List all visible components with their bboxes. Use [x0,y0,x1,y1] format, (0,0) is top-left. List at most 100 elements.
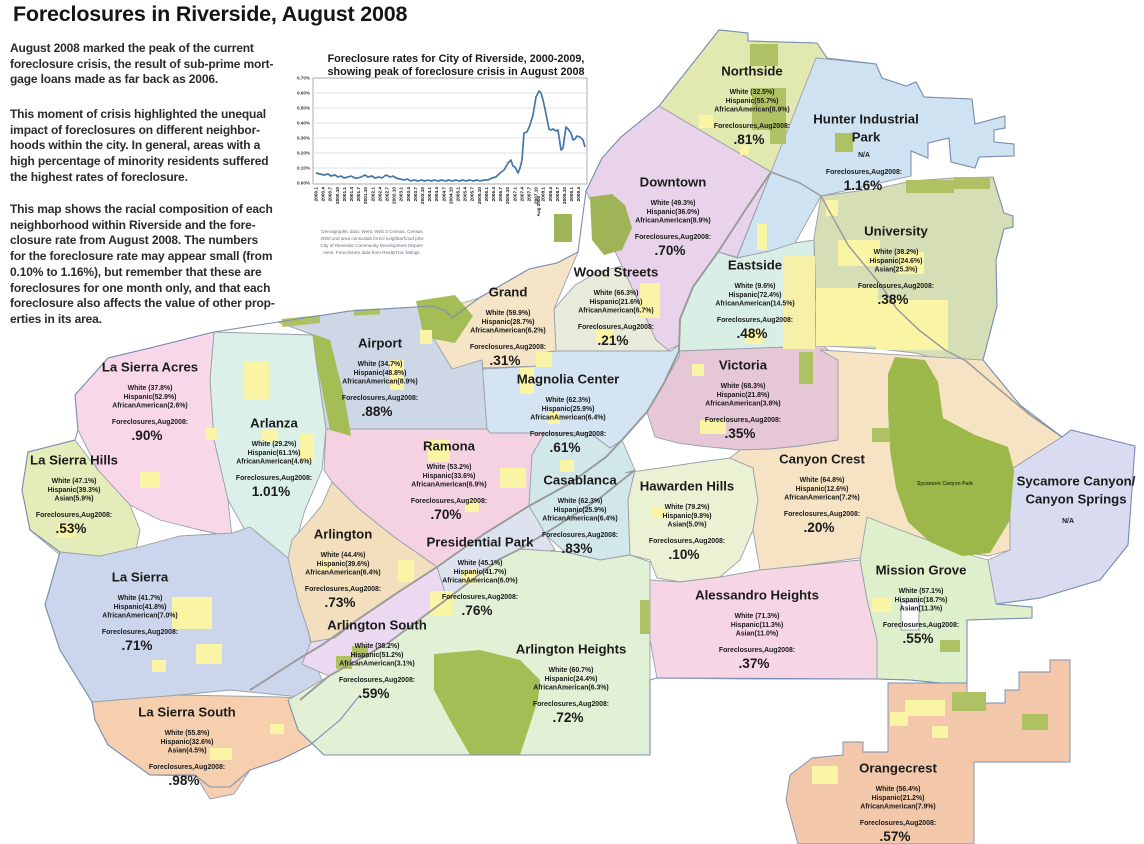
svg-text:Foreclosures,Aug2008:: Foreclosures,Aug2008: [149,764,225,771]
svg-text:2002.7: 2002.7 [385,187,390,202]
svg-text:2006.7: 2006.7 [498,187,503,202]
svg-text:Arlanza: Arlanza [250,416,298,431]
svg-text:White (66.3%): White (66.3%) [594,290,639,297]
svg-text:AfricanAmerican(6.7%): AfricanAmerican(6.7%) [578,308,653,315]
svg-text:Hispanic(51.2%): Hispanic(51.2%) [351,652,404,659]
svg-text:Foreclosure rates for City of: Foreclosure rates for City of Riverside,… [328,53,585,65]
svg-text:Hispanic(55.7%): Hispanic(55.7%) [726,98,779,105]
svg-text:Asian(11.0%): Asian(11.0%) [736,631,779,638]
svg-text:City of Riverside Community De: City of Riverside Community Development … [321,243,424,248]
svg-text:White (37.8%): White (37.8%) [128,385,173,392]
svg-text:Foreclosures,Aug2008:: Foreclosures,Aug2008: [112,419,188,426]
svg-text:White (55.8%): White (55.8%) [165,730,210,737]
svg-text:White (62.3%): White (62.3%) [558,498,603,505]
svg-text:Asian(5.9%): Asian(5.9%) [54,496,93,503]
svg-text:Hispanic(21.6%): Hispanic(21.6%) [590,299,643,306]
svg-text:Foreclosures,Aug2008:: Foreclosures,Aug2008: [339,677,415,684]
svg-text:White (49.3%): White (49.3%) [651,200,696,207]
svg-text:La Sierra South: La Sierra South [138,705,235,720]
svg-text:Mission Grove: Mission Grove [876,563,967,578]
svg-text:Hispanic(18.7%): Hispanic(18.7%) [895,597,948,604]
svg-text:White (32.5%): White (32.5%) [730,89,775,96]
svg-text:AfricanAmerican(3.1%): AfricanAmerican(3.1%) [339,661,414,668]
svg-text:.53%: .53% [56,521,87,536]
svg-text:Hispanic(41.7%): Hispanic(41.7%) [454,569,507,576]
svg-text:Hispanic(32.6%): Hispanic(32.6%) [161,739,214,746]
svg-text:Foreclosures,Aug2008:: Foreclosures,Aug2008: [649,538,725,545]
svg-text:Foreclosures,Aug2008:: Foreclosures,Aug2008: [826,169,902,176]
svg-text:White (41.7%): White (41.7%) [118,595,163,602]
svg-text:White (44.4%): White (44.4%) [321,552,366,559]
svg-text:N/A: N/A [858,152,870,159]
svg-text:Hispanic(24.6%): Hispanic(24.6%) [870,258,923,265]
svg-text:Hawarden Hills: Hawarden Hills [640,479,735,494]
svg-text:Hispanic(52.9%): Hispanic(52.9%) [124,394,177,401]
svg-text:2007.1: 2007.1 [512,187,517,202]
svg-text:2000.4: 2000.4 [321,187,326,202]
svg-text:.21%: .21% [598,333,629,348]
svg-text:Foreclosures,Aug2008:: Foreclosures,Aug2008: [530,431,606,438]
svg-text:Foreclosures,Aug2008:: Foreclosures,Aug2008: [442,594,518,601]
svg-text:1.16%: 1.16% [844,178,883,193]
svg-text:2000.1: 2000.1 [314,187,319,202]
svg-text:N/A: N/A [1062,518,1074,525]
svg-text:Canyon Crest: Canyon Crest [779,452,865,467]
svg-text:Hispanic(9.8%): Hispanic(9.8%) [662,513,711,520]
svg-text:Canyon Springs: Canyon Springs [1025,492,1126,507]
svg-text:AfricanAmerican(6.4%): AfricanAmerican(6.4%) [542,516,617,523]
svg-text:Foreclosures,Aug2008:: Foreclosures,Aug2008: [784,511,860,518]
svg-text:.71%: .71% [122,638,153,653]
svg-text:.81%: .81% [734,132,765,147]
svg-text:.57%: .57% [880,829,911,844]
svg-text:.20%: .20% [804,520,835,535]
svg-text:Foreclosures,Aug2008:: Foreclosures,Aug2008: [578,324,654,331]
svg-text:White (45.1%): White (45.1%) [458,560,503,567]
svg-text:2006.4: 2006.4 [491,187,496,202]
svg-text:0.40%: 0.40% [297,121,310,126]
svg-text:White (53.2%): White (53.2%) [427,464,472,471]
svg-text:Casablanca: Casablanca [543,473,617,488]
svg-text:.38%: .38% [878,292,909,307]
svg-text:2003.10: 2003.10 [420,187,425,204]
svg-text:2001.1: 2001.1 [342,187,347,202]
svg-text:Downtown: Downtown [640,175,707,190]
svg-text:White (62.3%): White (62.3%) [546,397,591,404]
svg-text:Foreclosures,Aug2008:: Foreclosures,Aug2008: [858,283,934,290]
svg-text:2009.4: 2009.4 [576,187,581,202]
svg-text:2000.10: 2000.10 [335,187,340,204]
svg-text:Hispanic(36.0%): Hispanic(36.0%) [647,209,700,216]
svg-text:.48%: .48% [737,326,768,341]
svg-text:AfricanAmerican(14.5%): AfricanAmerican(14.5%) [715,301,794,308]
svg-text:Asian(25.3%): Asian(25.3%) [875,267,918,274]
svg-text:2007.7: 2007.7 [527,187,532,202]
svg-text:2008.10: 2008.10 [562,187,567,204]
svg-text:AfricanAmerican(6.9%): AfricanAmerican(6.9%) [411,482,486,489]
svg-text:2001.10: 2001.10 [363,187,368,204]
svg-text:Foreclosures,Aug2008:: Foreclosures,Aug2008: [102,629,178,636]
svg-text:2005.4: 2005.4 [463,187,468,202]
svg-text:Grand: Grand [489,285,528,300]
svg-text:AfricanAmerican(8.9%): AfricanAmerican(8.9%) [342,379,417,386]
svg-text:Eastside: Eastside [728,258,782,273]
svg-text:AfricanAmerican(3.8%): AfricanAmerican(3.8%) [705,401,780,408]
svg-text:Hispanic(25.9%): Hispanic(25.9%) [554,507,607,514]
svg-text:2001.7: 2001.7 [356,187,361,202]
svg-text:AfricanAmerican(6.0%): AfricanAmerican(6.0%) [442,578,517,585]
svg-text:Foreclosures,Aug2008:: Foreclosures,Aug2008: [860,820,936,827]
svg-text:Wood Streets: Wood Streets [574,265,659,280]
svg-text:.61%: .61% [550,440,581,455]
svg-text:La Sierra Acres: La Sierra Acres [102,360,198,375]
svg-text:Foreclosures,Aug2008:: Foreclosures,Aug2008: [342,395,418,402]
svg-text:0.10%: 0.10% [297,166,310,171]
svg-text:.76%: .76% [462,603,493,618]
svg-text:Ramona: Ramona [423,439,476,454]
svg-text:Sycamore Canyon Park: Sycamore Canyon Park [917,481,973,487]
svg-text:Hunter Industrial: Hunter Industrial [813,112,919,127]
svg-text:2008.4: 2008.4 [548,187,553,202]
svg-text:La Sierra: La Sierra [112,570,169,585]
svg-text:Park: Park [852,130,881,145]
svg-text:Foreclosures,Aug2008:: Foreclosures,Aug2008: [533,701,609,708]
svg-text:AfricanAmerican(6.2%): AfricanAmerican(6.2%) [470,328,545,335]
svg-text:.59%: .59% [359,686,390,701]
svg-text:Victoria: Victoria [719,358,768,373]
